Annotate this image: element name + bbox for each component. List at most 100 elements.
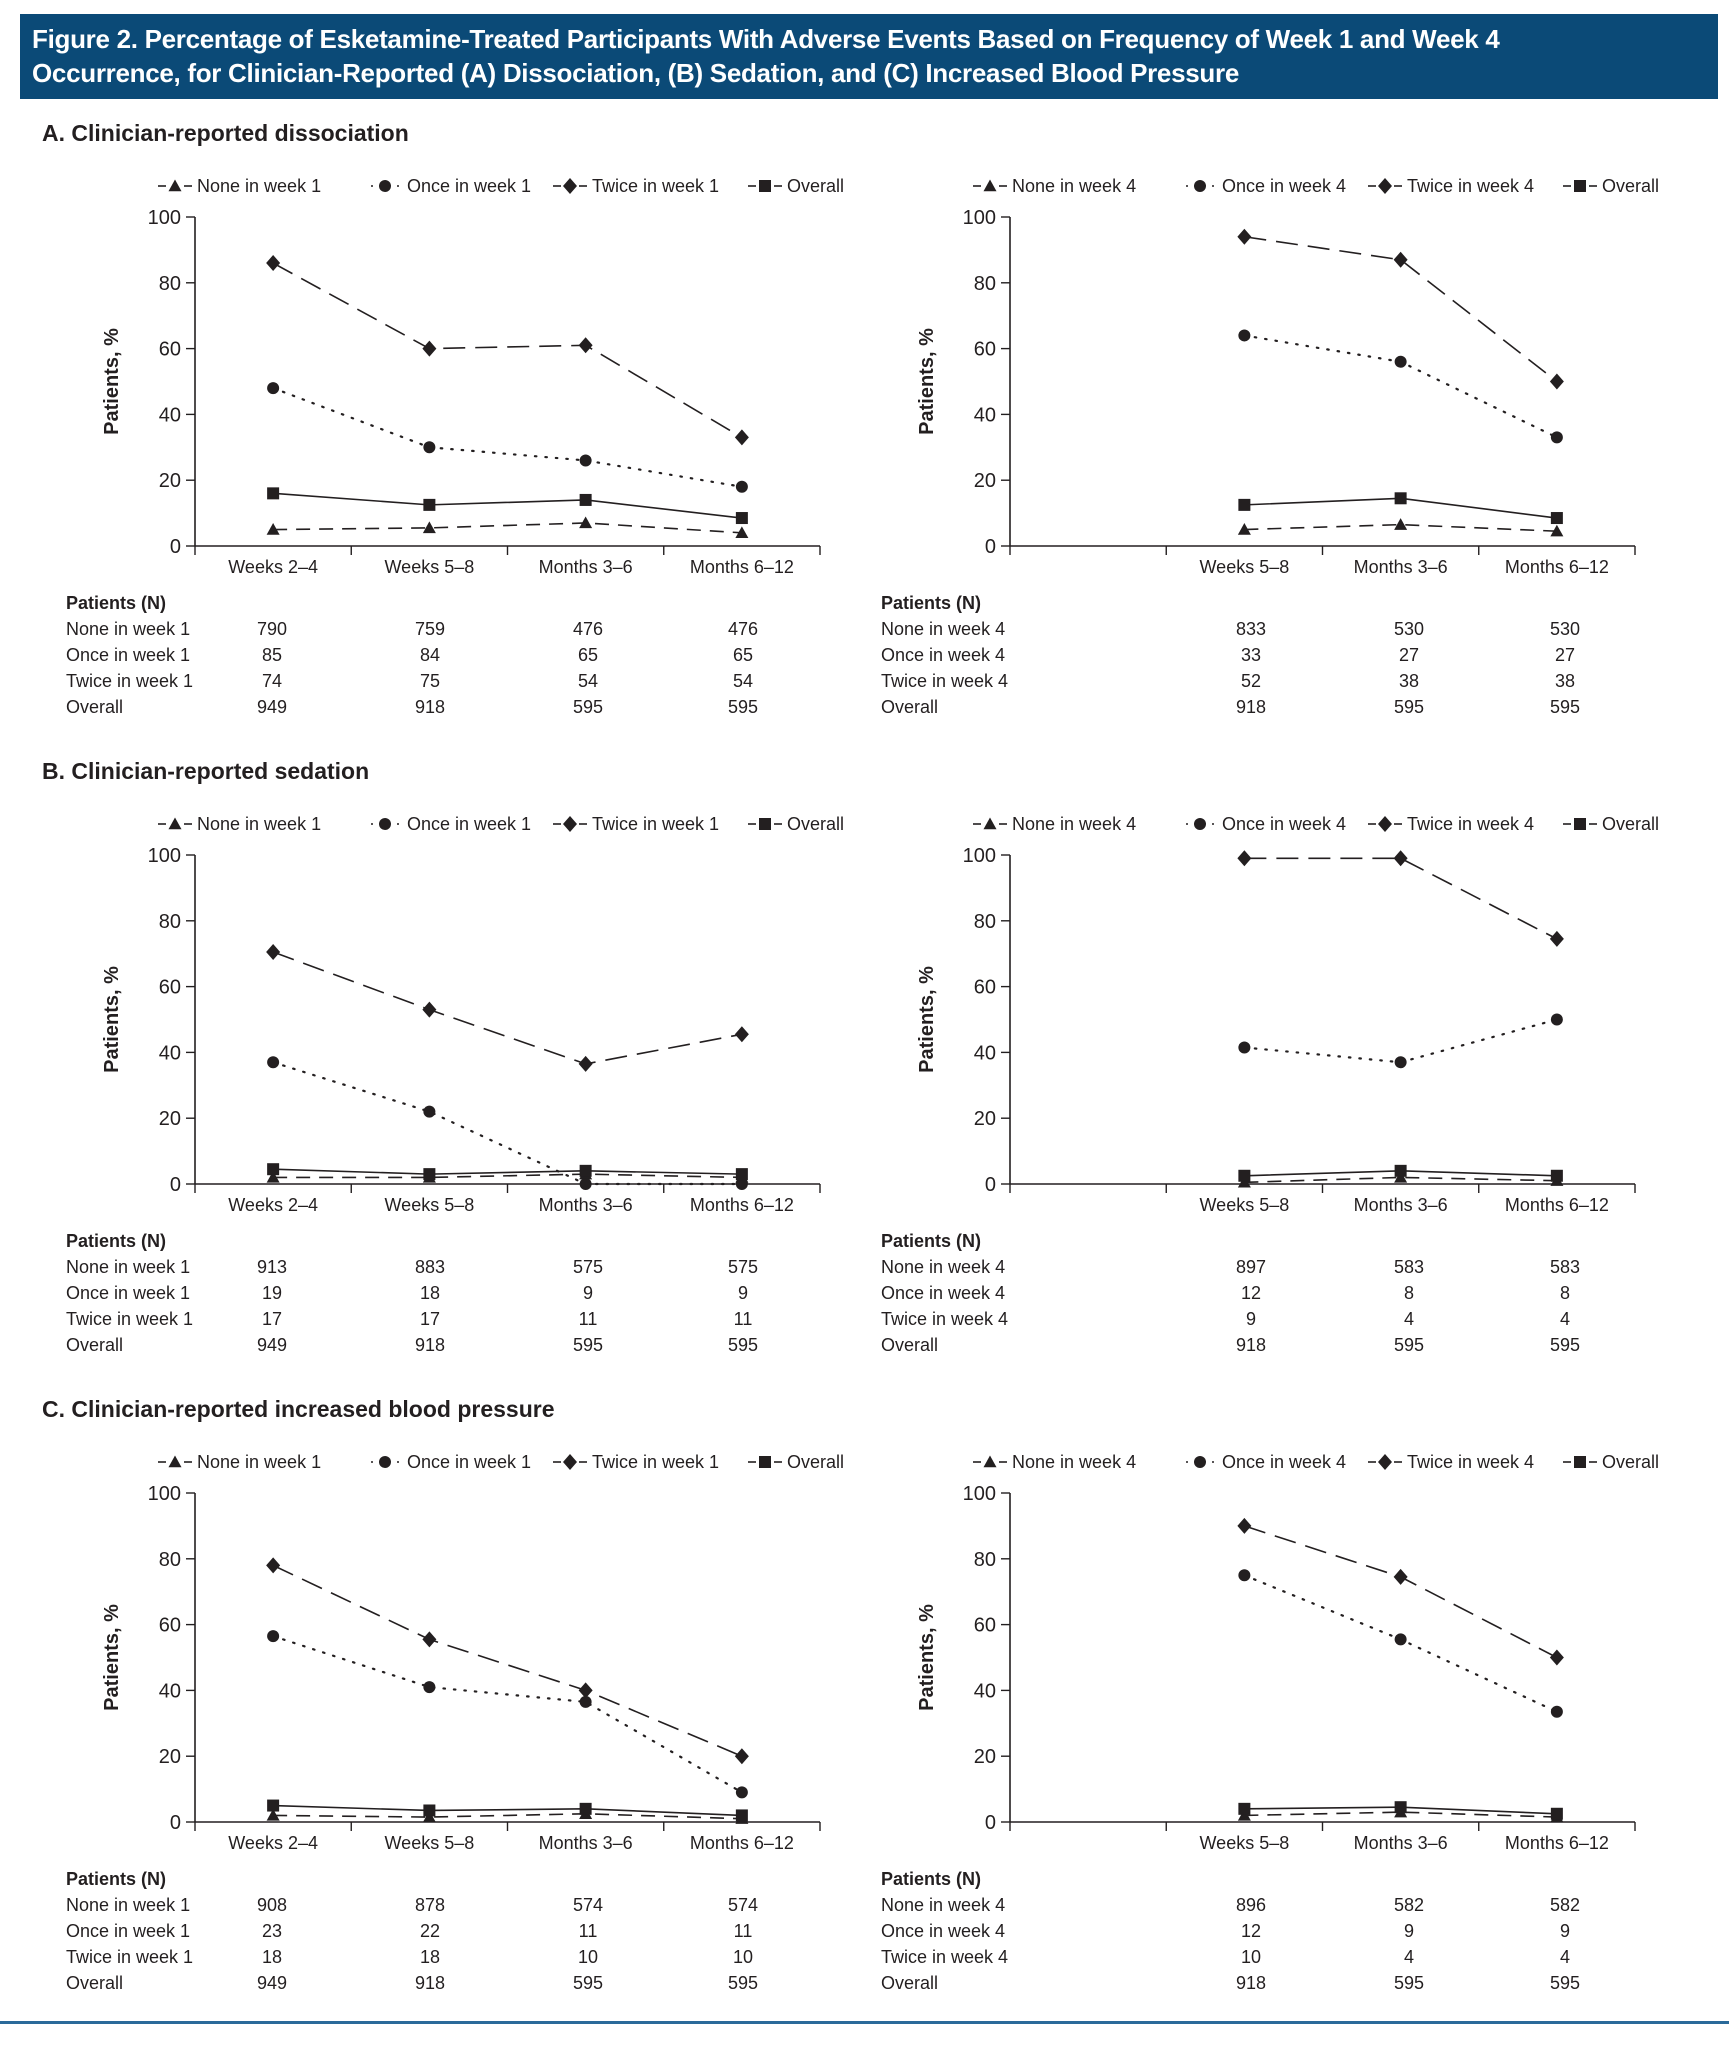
data-point xyxy=(735,1168,748,1181)
data-point xyxy=(423,1804,436,1817)
data-point xyxy=(734,1748,749,1765)
y-axis-label: Patients, % xyxy=(916,966,938,1073)
table-cell: 10 xyxy=(732,1947,754,1967)
data-point xyxy=(1550,1013,1563,1026)
series-overall xyxy=(1238,492,1563,525)
data-point xyxy=(1238,1041,1251,1054)
table-cell: 790 xyxy=(256,619,288,639)
legend-marker-triangle-icon xyxy=(983,817,997,830)
data-point xyxy=(422,340,437,357)
series-overall xyxy=(267,1163,748,1181)
series-line xyxy=(272,951,743,1065)
data-point xyxy=(1237,1517,1252,1534)
legend-marker-square-icon xyxy=(759,180,771,192)
legend-label: None in week 4 xyxy=(1012,1452,1136,1472)
legend-line-dot xyxy=(397,185,399,187)
x-tick-label: Weeks 2–4 xyxy=(228,557,318,577)
table-cell: 75 xyxy=(419,671,441,691)
table-cell: 8 xyxy=(1403,1283,1414,1303)
table-heading: Patients (N) xyxy=(66,593,167,613)
table-cell: 759 xyxy=(414,619,446,639)
series-line xyxy=(272,1635,743,1794)
y-tick-label: 40 xyxy=(974,1042,996,1064)
table-cell: 918 xyxy=(1235,1335,1267,1355)
row-label: Twice in week 1 xyxy=(66,1947,194,1967)
data-point xyxy=(1550,1705,1563,1718)
row-label: Twice in week 4 xyxy=(881,1947,1009,1967)
data-point xyxy=(1393,850,1408,867)
table-cell: 54 xyxy=(577,671,599,691)
series-line xyxy=(1244,523,1557,532)
row-label: Once in week 4 xyxy=(881,1921,1006,1941)
legend: None in week 1 Once in week 1 Twice in wee… xyxy=(158,814,844,834)
data-point xyxy=(267,1163,280,1176)
table-cell: 18 xyxy=(419,1283,441,1303)
row-label: Twice in week 1 xyxy=(66,1309,194,1329)
data-point xyxy=(1394,492,1407,505)
legend-label: Once in week 4 xyxy=(1222,814,1346,834)
legend-marker-triangle-icon xyxy=(983,179,997,192)
series-twice-in-week-4 xyxy=(1237,228,1564,390)
row-label: None in week 1 xyxy=(66,619,191,639)
legend-item: Twice in week 1 xyxy=(553,176,719,196)
data-point xyxy=(579,493,592,506)
row-label: Once in week 4 xyxy=(881,1283,1006,1303)
series-line xyxy=(272,1061,743,1186)
legend-item: Twice in week 4 xyxy=(1368,814,1534,834)
table-cell: 583 xyxy=(1393,1257,1425,1277)
legend: None in week 1 Once in week 1 Twice in wee… xyxy=(158,1452,844,1472)
series-line xyxy=(272,262,743,439)
data-point xyxy=(422,1001,437,1018)
row-label: None in week 4 xyxy=(881,1257,1006,1277)
y-tick-label: 20 xyxy=(159,470,181,492)
legend-label: Twice in week 1 xyxy=(592,176,719,196)
legend-label: Twice in week 1 xyxy=(592,814,719,834)
legend-marker-triangle-icon xyxy=(168,179,182,192)
y-tick-label: 80 xyxy=(974,273,996,295)
data-point xyxy=(579,1695,592,1708)
table-cell: 17 xyxy=(261,1309,283,1329)
series-once-in-week-4 xyxy=(1238,1013,1563,1069)
data-point xyxy=(579,1802,592,1815)
series-twice-in-week-1 xyxy=(266,255,749,446)
table-cell: 476 xyxy=(727,619,759,639)
table-cell: 11 xyxy=(733,1309,753,1329)
data-point xyxy=(1394,1633,1407,1646)
legend-marker-square-icon xyxy=(759,1456,771,1468)
series-line xyxy=(1244,857,1558,940)
data-point xyxy=(266,255,281,272)
x-tick-label: Months 6–12 xyxy=(690,1833,794,1853)
table-cell: 10 xyxy=(577,1947,599,1967)
row-label: Overall xyxy=(66,697,124,717)
legend-item: Twice in week 1 xyxy=(553,1452,719,1472)
data-point xyxy=(422,1631,437,1648)
data-point xyxy=(1393,1568,1408,1585)
table-cell: 74 xyxy=(261,671,283,691)
data-point xyxy=(423,441,436,454)
legend-marker-circle-icon xyxy=(1194,1456,1206,1468)
legend-marker-circle-icon xyxy=(379,818,391,830)
legend: None in week 4 Once in week 4 Twice in wee… xyxy=(973,176,1659,196)
series-line xyxy=(273,1173,742,1179)
y-axis-label: Patients, % xyxy=(101,328,123,435)
legend-item: Once in week 1 xyxy=(371,176,531,196)
legend-line-dot xyxy=(1212,823,1214,825)
data-point xyxy=(579,1178,592,1190)
x-tick-label: Weeks 5–8 xyxy=(385,557,475,577)
data-point xyxy=(735,526,749,539)
series-once-in-week-1 xyxy=(267,1056,748,1190)
legend-marker-triangle-icon xyxy=(168,817,182,830)
table-cell: 918 xyxy=(414,1973,446,1993)
table-cell: 897 xyxy=(1235,1257,1267,1277)
table-cell: 9 xyxy=(1245,1309,1256,1329)
legend-marker-square-icon xyxy=(1574,818,1586,830)
legend-marker-diamond-icon xyxy=(563,178,577,194)
row-label: Twice in week 4 xyxy=(881,671,1009,691)
figure-header: Figure 2. Percentage of Esketamine-Treat… xyxy=(20,14,1718,99)
table-cell: 65 xyxy=(732,645,754,665)
data-point xyxy=(1550,1807,1563,1820)
x-tick-label: Months 6–12 xyxy=(1505,557,1609,577)
table-cell: 476 xyxy=(572,619,604,639)
chart-panel-a-week1: None in week 1 Once in week 1 Twice in wee… xyxy=(0,160,864,580)
x-tick-label: Weeks 5–8 xyxy=(385,1195,475,1215)
